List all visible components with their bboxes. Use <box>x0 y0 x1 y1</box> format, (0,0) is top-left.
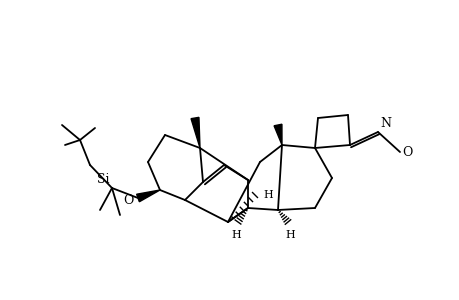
Text: O: O <box>401 146 411 158</box>
Text: O: O <box>123 194 134 206</box>
Text: Si: Si <box>97 173 110 186</box>
Polygon shape <box>274 124 281 145</box>
Polygon shape <box>190 117 200 148</box>
Text: N: N <box>379 117 390 130</box>
Text: H: H <box>230 230 241 240</box>
Text: H: H <box>263 190 272 200</box>
Polygon shape <box>136 190 160 202</box>
Text: H: H <box>285 230 294 240</box>
